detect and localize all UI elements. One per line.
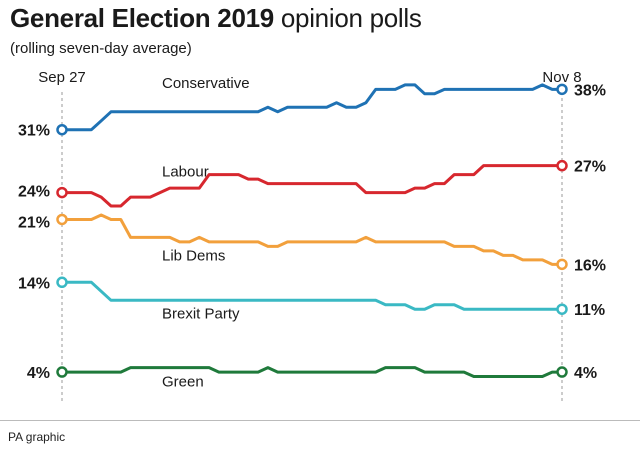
- green-line: [62, 366, 562, 378]
- labour-line: [62, 164, 562, 208]
- conservative-series-label: Conservative: [162, 75, 250, 92]
- conservative-start-value: 31%: [18, 123, 50, 140]
- x-end-label: Nov 8: [542, 69, 581, 86]
- conservative-start-marker: [56, 123, 68, 136]
- lib-dems-series-label: Lib Dems: [162, 247, 225, 264]
- chart-subtitle: (rolling seven-day average): [10, 40, 192, 57]
- labour-start-value: 24%: [18, 184, 50, 201]
- lib-dems-start-marker: [56, 213, 68, 226]
- brexit-party-line: [62, 280, 562, 311]
- chart-title: General Election 2019 opinion polls: [10, 3, 422, 34]
- conservative-end-value: 38%: [574, 82, 606, 99]
- lib-dems-line: [62, 213, 562, 266]
- lib-dems-start-value: 21%: [18, 214, 50, 231]
- labour-start-marker: [56, 186, 68, 199]
- green-end-marker: [556, 366, 568, 378]
- credit: PA graphic: [8, 430, 66, 444]
- brexit-party-series-label: Brexit Party: [162, 305, 240, 322]
- conservative-line: [62, 83, 562, 132]
- brexit-party-start-value: 14%: [18, 275, 50, 292]
- labour-series-label: Labour: [162, 164, 209, 181]
- green-series-label: Green: [162, 374, 204, 391]
- conservative-end-marker: [556, 83, 568, 96]
- brexit-party-end-marker: [556, 303, 568, 315]
- lib-dems-end-marker: [556, 258, 568, 271]
- brexit-party-end-value: 11%: [574, 302, 605, 319]
- lib-dems-end-value: 16%: [574, 257, 606, 274]
- green-start-value: 4%: [27, 365, 50, 382]
- x-start-label: Sep 27: [38, 69, 86, 86]
- title-bold: General Election 2019: [10, 3, 274, 33]
- green-end-value: 4%: [574, 365, 597, 382]
- green-start-marker: [56, 366, 68, 378]
- brexit-party-start-marker: [56, 276, 68, 289]
- footer-divider: [0, 420, 640, 421]
- labour-end-value: 27%: [574, 159, 606, 176]
- labour-end-marker: [556, 159, 568, 172]
- title-rest: opinion polls: [280, 3, 422, 33]
